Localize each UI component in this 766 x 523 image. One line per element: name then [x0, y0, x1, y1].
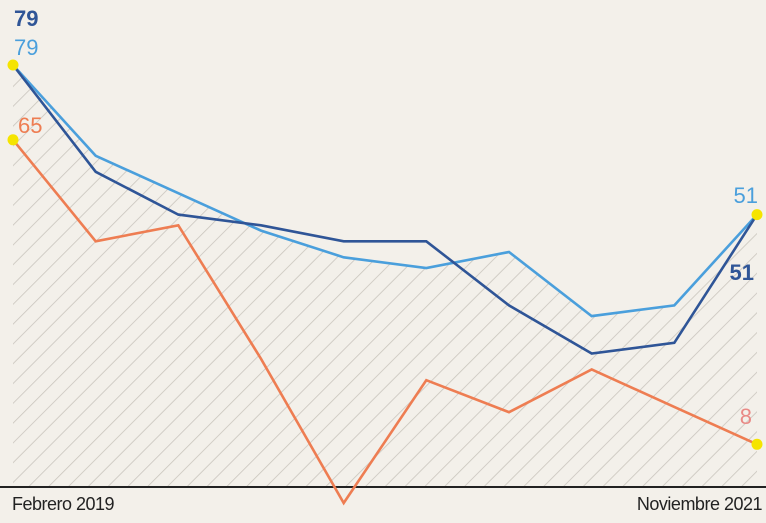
value-label-orange-start: 65: [18, 113, 42, 138]
endpoint-marker: [7, 59, 19, 71]
value-label-dark-start: 79: [14, 6, 38, 31]
value-labels: 79 51 79 51 65 8: [14, 6, 758, 429]
series-group: [11, 64, 759, 506]
value-label-orange-end: 8: [740, 404, 752, 429]
x-axis-end-label: Noviembre 2021: [636, 494, 763, 514]
series-line-orange: [11, 138, 758, 506]
value-label-light-end: 51: [734, 183, 758, 208]
value-label-dark-end: 51: [730, 260, 754, 285]
endpoint-marker: [751, 209, 763, 221]
series-line-light: [12, 64, 758, 318]
endpoint-marker: [7, 134, 19, 146]
x-axis-start-label: Febrero 2019: [12, 494, 115, 514]
value-label-light-start: 79: [14, 35, 38, 60]
series-line-dark: [11, 64, 759, 355]
marker-group: [7, 59, 763, 450]
endpoint-marker: [751, 438, 763, 450]
hatched-area: [13, 65, 757, 487]
